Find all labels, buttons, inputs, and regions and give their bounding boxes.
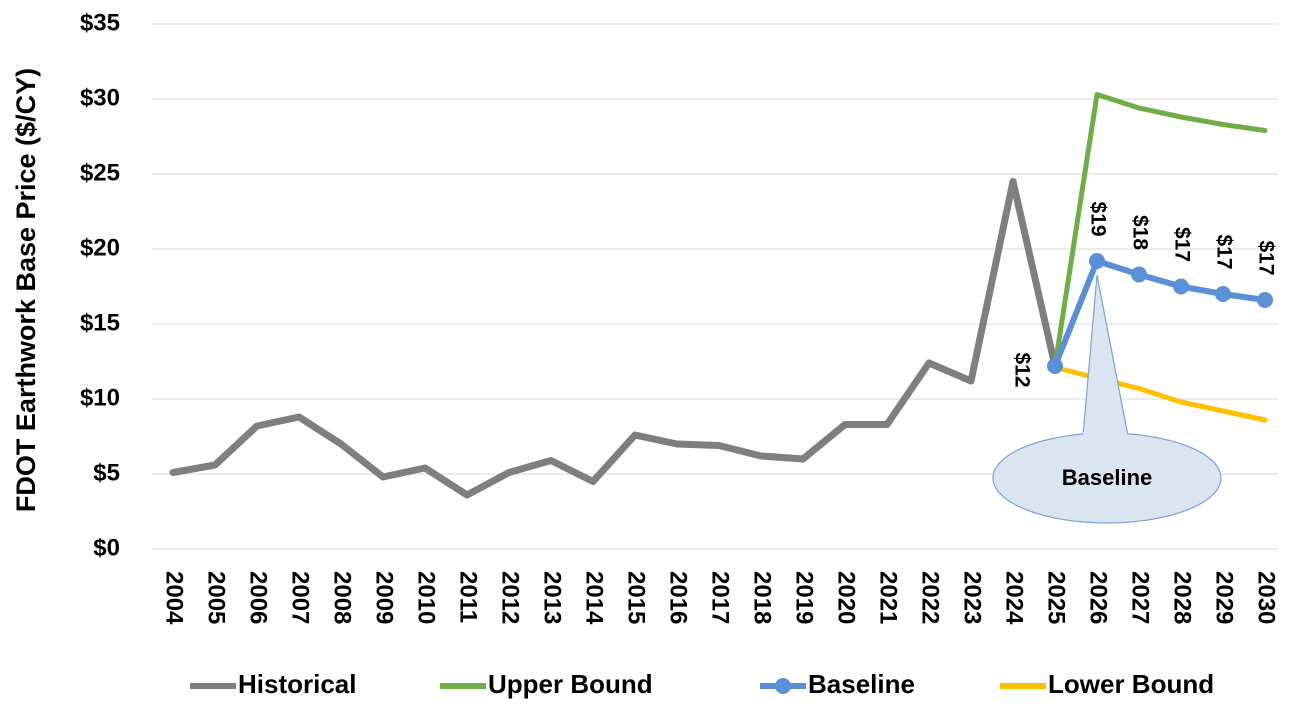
legend-label: Upper Bound — [488, 669, 653, 699]
x-tick-label: 2011 — [455, 571, 482, 623]
series-line — [1052, 92, 1268, 369]
x-tick-label: 2012 — [497, 571, 524, 624]
data-label: $17 — [1212, 234, 1235, 269]
series-line — [1052, 258, 1268, 369]
x-tick-label: 2014 — [581, 571, 608, 625]
x-tick-label: 2023 — [959, 571, 986, 624]
x-tick-label: 2009 — [371, 571, 398, 624]
x-tick-label: 2022 — [917, 571, 944, 624]
y-tick-label: $0 — [93, 534, 120, 561]
x-tick-label: 2007 — [287, 571, 314, 624]
x-tick-label: 2016 — [665, 571, 692, 624]
data-label: $18 — [1128, 215, 1151, 250]
y-tick-label: $25 — [80, 159, 120, 186]
annotation: Baseline — [1062, 465, 1153, 490]
x-tick-label: 2004 — [161, 571, 188, 625]
data-label: $17 — [1170, 227, 1193, 262]
y-tick-label: $10 — [80, 384, 120, 411]
x-tick-label: 2029 — [1211, 571, 1238, 624]
x-tick-label: 2008 — [329, 571, 356, 624]
x-tick-label: 2017 — [707, 571, 734, 624]
x-tick-label: 2005 — [203, 571, 230, 624]
series-line — [169, 178, 1059, 499]
marker — [1131, 266, 1147, 283]
grid — [152, 23, 1278, 550]
x-tick-label: 2026 — [1085, 571, 1112, 624]
callout: Baseline — [992, 274, 1222, 524]
y-tick-label: $5 — [93, 459, 120, 486]
data-label: $12 — [1010, 352, 1033, 387]
y-tick-label: $15 — [80, 309, 120, 336]
y-tick-label: $35 — [80, 9, 120, 36]
x-tick-label: 2025 — [1043, 571, 1070, 624]
y-tick-label: $20 — [80, 234, 120, 261]
x-tick-label: 2006 — [245, 571, 272, 624]
callout-joint — [1083, 432, 1127, 440]
callout-pointer — [1082, 274, 1129, 437]
x-tick-label: 2015 — [623, 571, 650, 624]
x-tick-label: 2013 — [539, 571, 566, 624]
data-label: $19 — [1086, 201, 1109, 236]
marker — [1215, 286, 1231, 302]
x-tick-label: 2018 — [749, 571, 776, 624]
x-tick-label: 2030 — [1253, 571, 1280, 624]
marker — [1047, 358, 1063, 374]
x-tick-label: 2010 — [413, 571, 440, 624]
y-axis-title: FDOT Earthwork Base Price ($/CY) — [11, 68, 41, 512]
legend-label: Historical — [238, 669, 357, 699]
y-tick-label: $30 — [80, 84, 120, 111]
legend-label: Baseline — [808, 669, 915, 699]
data-label: $17 — [1254, 240, 1277, 275]
marker — [1257, 292, 1273, 308]
legend-label: Lower Bound — [1048, 669, 1214, 699]
x-tick-label: 2028 — [1169, 571, 1196, 624]
x-tick-label: 2019 — [791, 571, 818, 624]
x-tick-label: 2020 — [833, 571, 860, 624]
marker — [1089, 253, 1105, 269]
x-tick-label: 2024 — [1001, 571, 1028, 625]
x-tick-label: 2027 — [1127, 571, 1154, 624]
legend-marker — [775, 678, 791, 694]
marker — [1173, 278, 1189, 295]
x-tick-label: 2021 — [875, 571, 902, 624]
